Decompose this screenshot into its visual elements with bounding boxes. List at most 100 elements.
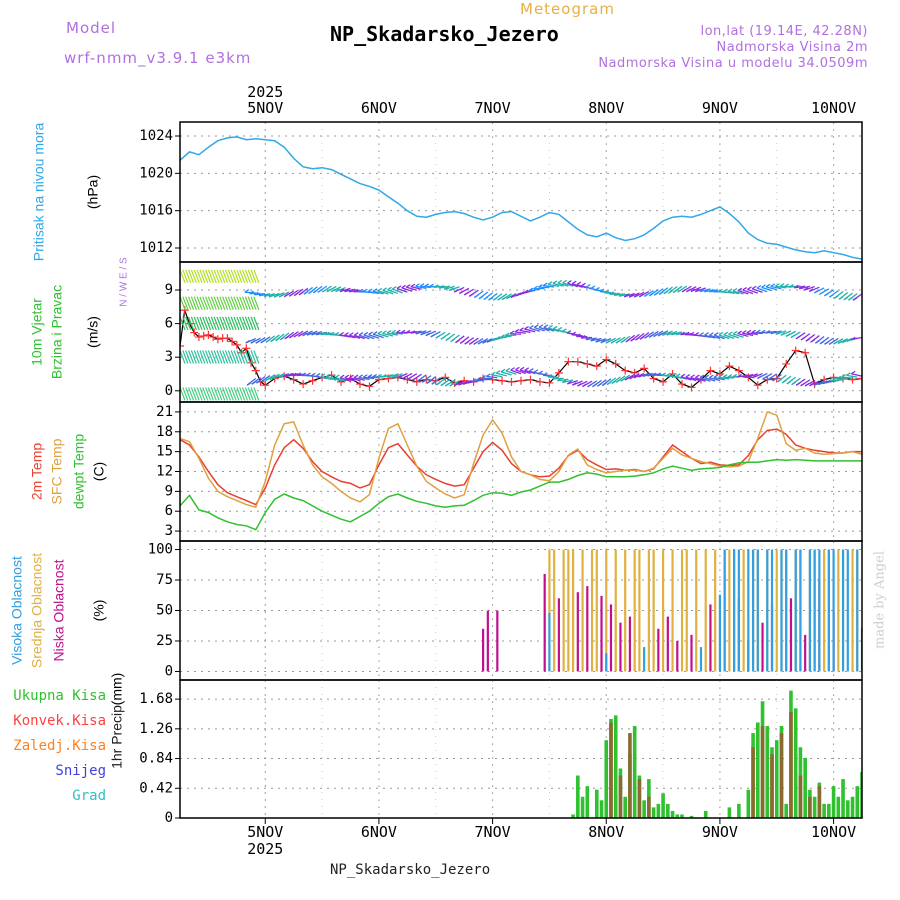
srednja-oblacnost-bar <box>680 549 684 672</box>
wind-arrow-head <box>268 293 274 298</box>
wind-arrow-head <box>765 283 771 288</box>
wind-arrow <box>222 387 229 401</box>
wind-arrow-head <box>732 288 738 292</box>
wind-arrow-head <box>732 330 738 335</box>
wind-arrow <box>196 269 203 284</box>
wind-arrow-head <box>421 379 427 383</box>
wind-arrow-head <box>805 338 811 342</box>
wind-arrow-head <box>831 377 837 382</box>
pressure-units: (hPa) <box>85 175 101 209</box>
wind-arrow-head <box>344 332 349 336</box>
wind-speed-point <box>858 374 862 383</box>
wind-arrow-head <box>841 374 846 378</box>
wind-arrow <box>213 296 220 310</box>
wind-speed-point <box>194 333 203 342</box>
wind-arrow <box>851 373 862 377</box>
wind-arrow-head <box>320 331 325 336</box>
wind-arrow <box>236 316 243 331</box>
wind-speed-point <box>355 380 364 389</box>
wind-arrow-head <box>303 291 309 295</box>
niska-oblacnost-bar <box>709 604 712 672</box>
wind-arrow-head <box>377 330 383 335</box>
wind-arrow <box>196 350 203 364</box>
srednja-oblacnost-bar <box>704 549 707 672</box>
wind-arrow <box>180 269 186 284</box>
wind-arrow-head <box>542 372 548 376</box>
precip-frame <box>179 679 863 819</box>
wind-arrow-head <box>330 288 336 293</box>
model-label: Model <box>66 19 117 37</box>
wind-arrow <box>239 350 246 364</box>
wind-arrow <box>509 332 522 335</box>
wind-arrow <box>219 387 226 401</box>
wind-speed-point <box>801 348 810 357</box>
wind-arrow-head <box>387 286 392 291</box>
wind-arrow-head <box>628 294 634 298</box>
wind-arrow-head <box>580 335 586 339</box>
bottom-date-tick: 10NOV <box>811 823 856 841</box>
wind-arrow-head <box>638 373 643 378</box>
temp-ytick-label: 3 <box>165 523 173 539</box>
wind-arrow-head <box>592 383 597 388</box>
wind-arrow <box>236 296 243 310</box>
wind-arrow <box>187 296 195 310</box>
wind-arrow-head <box>296 372 302 377</box>
srednja-oblacnost-bar <box>548 549 551 672</box>
wind-arrow <box>222 296 229 310</box>
wind-arrow <box>718 376 730 380</box>
wind-arrow <box>547 283 560 288</box>
wind-arrow-head <box>377 373 382 378</box>
wind-arrow <box>253 296 260 310</box>
wind-arrow-head <box>372 373 378 378</box>
wind-arrow-head <box>410 330 416 334</box>
wind-arrow-head <box>615 339 621 344</box>
wind-arrow-head <box>566 380 572 385</box>
precip-legend-item: Konvek.Kisa <box>13 713 106 729</box>
wind-arrow-head <box>424 283 430 287</box>
wind-arrow <box>207 269 214 284</box>
wind-arrow <box>250 350 257 364</box>
ukupna-kisa-bar <box>836 796 841 818</box>
wind-arrow-head <box>249 290 254 295</box>
ukupna-kisa-bar <box>651 807 656 818</box>
wind-arrow-head <box>407 376 412 381</box>
wind-speed-point <box>734 366 743 375</box>
wind-arrow <box>239 387 246 401</box>
wind-arrow <box>363 376 375 380</box>
wind-arrow-head <box>629 375 634 380</box>
wind-arrow-head <box>317 289 323 293</box>
wind-arrow-head <box>848 297 853 301</box>
srednja-oblacnost-bar <box>638 549 641 672</box>
wind-arrow-head <box>803 287 809 291</box>
wind-arrow-head <box>483 296 489 301</box>
wind-arrow-head <box>718 288 723 293</box>
wind-arrow <box>685 376 697 382</box>
wind-arrow-head <box>635 337 640 341</box>
wind-arrow-head <box>478 295 484 300</box>
wind-arrow-head <box>467 379 472 384</box>
wind-arrow <box>241 296 249 310</box>
clouds-ylabel-1: Srednja Oblacnost <box>29 553 45 668</box>
wind-arrow-head <box>260 378 266 383</box>
wind-arrow <box>185 296 192 310</box>
ukupna-kisa-bar <box>845 800 850 818</box>
wind-arrow <box>199 350 206 364</box>
wind-arrow <box>410 286 422 290</box>
wind-arrow-head <box>362 288 368 293</box>
wind-arrow-head <box>382 330 387 334</box>
wind-arrow-head <box>260 339 266 344</box>
wind-arrow-head <box>670 372 676 377</box>
wind-arrow <box>239 296 246 310</box>
wind-arrow-head <box>836 375 842 380</box>
wind-arrow-head <box>515 292 520 297</box>
wind-arrow <box>254 293 266 296</box>
wind-arrow <box>187 387 195 401</box>
srednja-oblacnost-bar <box>567 549 570 672</box>
wind-arrow-head <box>795 382 801 386</box>
srednja-oblacnost-bar <box>571 549 575 672</box>
wind-arrow-head <box>246 382 252 386</box>
wind-arrow <box>213 316 220 331</box>
wind-arrow <box>190 316 197 331</box>
wind-arrow <box>732 333 744 338</box>
wind-arrow <box>325 376 337 381</box>
